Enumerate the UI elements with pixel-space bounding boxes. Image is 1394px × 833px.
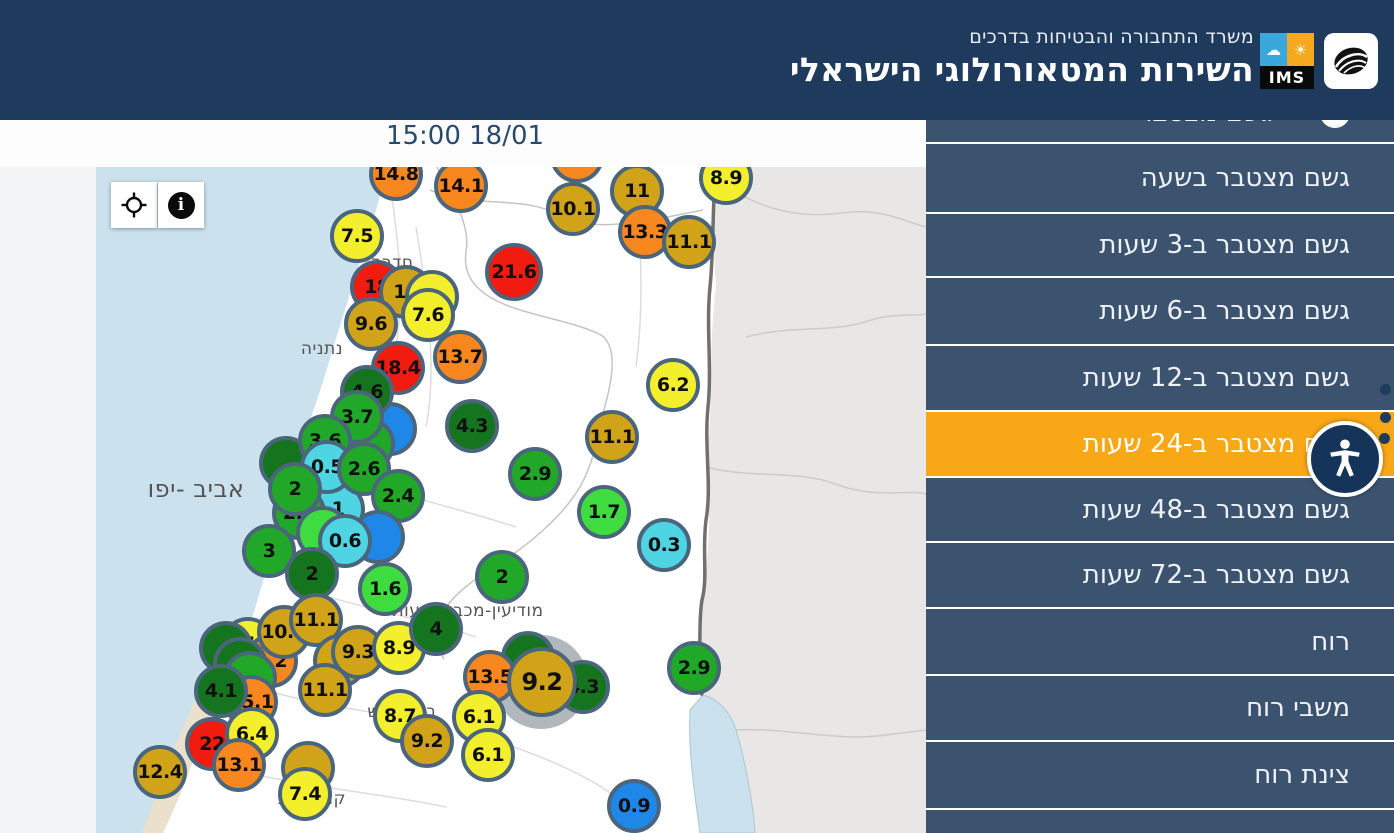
rain-marker[interactable]: 11.1 (289, 593, 343, 647)
page-title: השירות המטאורולוגי הישראלי (789, 50, 1254, 89)
info-icon: i (167, 191, 195, 219)
sidebar-item-label: גשם מצטבר ב-6 שעות (1099, 296, 1350, 326)
rain-marker[interactable]: 4 (409, 602, 463, 656)
info-button[interactable]: i (158, 182, 204, 228)
rain-marker[interactable]: 0.9 (607, 779, 661, 833)
rain-marker[interactable]: 0.3 (637, 518, 691, 572)
rain-marker[interactable]: 11.1 (662, 215, 716, 269)
dead-sea (689, 694, 756, 833)
rain-marker[interactable]: 10.1 (546, 182, 600, 236)
rain-marker[interactable]: 9.2 (507, 647, 577, 717)
rain-marker[interactable]: 9.6 (344, 297, 398, 351)
sidebar-item-label: רוח (1311, 626, 1350, 657)
sidebar-item[interactable]: גשם מצטבר ב-6 שעות (926, 276, 1394, 344)
sidebar-item[interactable]: גשם מצטבר ב-48 שעות (926, 476, 1394, 541)
rain-marker[interactable]: 7.6 (401, 288, 455, 342)
rain-marker[interactable]: 2 (285, 547, 339, 601)
header-titles: משרד התחבורה והבטיחות בדרכים השירות המטא… (790, 26, 1254, 89)
rain-marker[interactable]: 7.5 (330, 209, 384, 263)
sidebar-item[interactable]: גשם מצטבר ב-72 שעות (926, 541, 1394, 607)
ministry-swoosh-icon (1334, 47, 1368, 75)
east-region (699, 167, 926, 833)
sidebar-item[interactable]: גשם מצטבר בשעה (926, 142, 1394, 212)
ims-logo-text: IMS (1260, 66, 1314, 89)
mediterranean-sea (96, 167, 388, 833)
sidebar-item-label: גשם מצטבר בשעה (1140, 163, 1350, 193)
sidebar-item[interactable]: צינת רוח (926, 740, 1394, 808)
scroll-dot (1380, 384, 1391, 395)
rain-marker[interactable]: 2.9 (508, 447, 562, 501)
sidebar-item[interactable]: גשם מצטבר ב-12 שעות (926, 344, 1394, 410)
rain-marker[interactable]: 13.7 (433, 330, 487, 384)
app-header: משרד התחבורה והבטיחות בדרכים השירות המטא… (0, 0, 1394, 120)
rain-marker[interactable]: 2 (475, 550, 529, 604)
scroll-dot (1380, 412, 1391, 423)
accessibility-button[interactable] (1307, 421, 1383, 497)
rain-marker[interactable]: 4.3 (445, 399, 499, 453)
sidebar-item[interactable] (926, 808, 1394, 833)
rain-marker[interactable]: 1.7 (577, 485, 631, 539)
rain-marker[interactable]: 13.1 (212, 738, 266, 792)
sidebar-item-label: משבי רוח (1246, 693, 1350, 723)
sidebar-item-label: גשם מצטבר (1138, 120, 1272, 128)
map-timestamp: 15:00 18/01 (385, 121, 545, 151)
ims-logo[interactable]: ☁ ☀ IMS (1260, 33, 1314, 89)
rain-marker[interactable]: 9.2 (400, 714, 454, 768)
city-label: נתניה (300, 339, 344, 359)
rain-marker[interactable]: 12.4 (133, 745, 187, 799)
map-header-strip (0, 120, 926, 167)
rain-marker[interactable]: 2.9 (667, 641, 721, 695)
cloud-icon: ☁ (1260, 33, 1287, 66)
sidebar-item-label: צינת רוח (1254, 760, 1350, 790)
sun-icon: ☀ (1287, 33, 1314, 66)
sidebar-item[interactable]: גשם מצטבר ב-3 שעות (926, 212, 1394, 276)
scroll-dot (1379, 433, 1390, 444)
sidebar-item-label: גשם מצטבר ב-12 שעות (1082, 363, 1350, 393)
locate-button[interactable] (111, 182, 157, 228)
sidebar-item[interactable]: רוח (926, 607, 1394, 674)
rain-marker[interactable]: 1.6 (358, 562, 412, 616)
sidebar-item-label: גשם מצטבר ב-3 שעות (1099, 230, 1350, 260)
rain-marker[interactable]: 6.1 (461, 728, 515, 782)
rain-marker[interactable]: 6.2 (646, 358, 700, 412)
rain-marker[interactable]: 21.6 (485, 243, 543, 301)
header-subtitle: משרד התחבורה והבטיחות בדרכים (969, 26, 1254, 48)
rain-marker[interactable]: 14.1 (434, 167, 488, 213)
sidebar-menu: גשם מצטבר גשם מצטבר בשעה גשם מצטבר ב-3 שעו… (926, 120, 1394, 833)
sidebar-item[interactable]: גשם מצטבר (926, 120, 1394, 142)
sidebar-item-label: גשם מצטבר ב-72 שעות (1082, 560, 1350, 590)
sidebar-item-label: גשם מצטבר ב-48 שעות (1082, 494, 1350, 525)
rain-marker[interactable]: 7.4 (278, 767, 332, 821)
sidebar-item[interactable]: משבי רוח (926, 674, 1394, 740)
accessibility-person-icon (1330, 439, 1360, 477)
ministry-logo[interactable] (1324, 33, 1378, 89)
crosshair-icon (121, 192, 147, 218)
city-label: אביב -יפו (147, 475, 245, 503)
rain-marker[interactable]: 11.1 (585, 410, 639, 464)
rain-marker[interactable]: 11.1 (298, 663, 352, 717)
info-circle-icon (1320, 120, 1350, 128)
